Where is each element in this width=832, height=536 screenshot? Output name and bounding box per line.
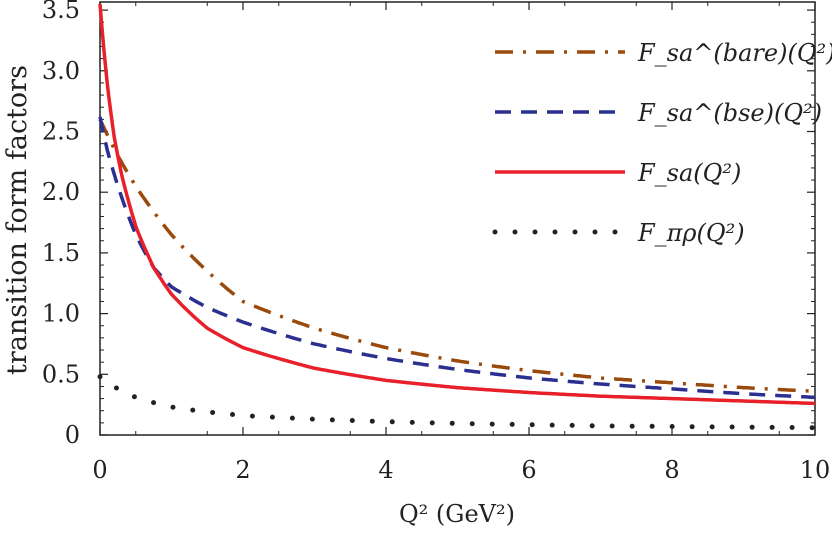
series-line-2 <box>98 3 815 406</box>
x-tick-label: 10 <box>800 456 831 484</box>
x-tick-label: 6 <box>521 456 536 484</box>
legend-label-2: F_sa(Q²) <box>637 159 741 187</box>
x-tick-label: 8 <box>664 456 679 484</box>
x-axis-label: Q² (GeV²) <box>399 500 515 528</box>
plot-frame <box>99 1 816 436</box>
series-line-0 <box>98 118 816 394</box>
y-tick-label: 2.0 <box>42 178 80 206</box>
y-axis-label: transition form factors <box>2 65 33 375</box>
y-tick-label: 0 <box>65 421 80 449</box>
legend-label-3: F_πρ(Q²) <box>637 219 745 247</box>
y-tick-label: 1.0 <box>42 300 80 328</box>
legend-label-1: F_sa^(bse)(Q²) <box>637 99 822 127</box>
x-tick-label: 2 <box>235 456 250 484</box>
series-line-1 <box>98 116 816 400</box>
y-tick-label: 3.0 <box>42 57 80 85</box>
y-tick-label: 1.5 <box>42 239 80 267</box>
x-tick-label: 0 <box>92 456 107 484</box>
y-tick-label: 3.5 <box>42 0 80 24</box>
y-tick-label: 2.5 <box>42 118 80 146</box>
x-tick-label: 4 <box>378 456 393 484</box>
legend-label-0: F_sa^(bare)(Q²) <box>637 39 832 67</box>
y-tick-label: 0.5 <box>42 360 80 388</box>
